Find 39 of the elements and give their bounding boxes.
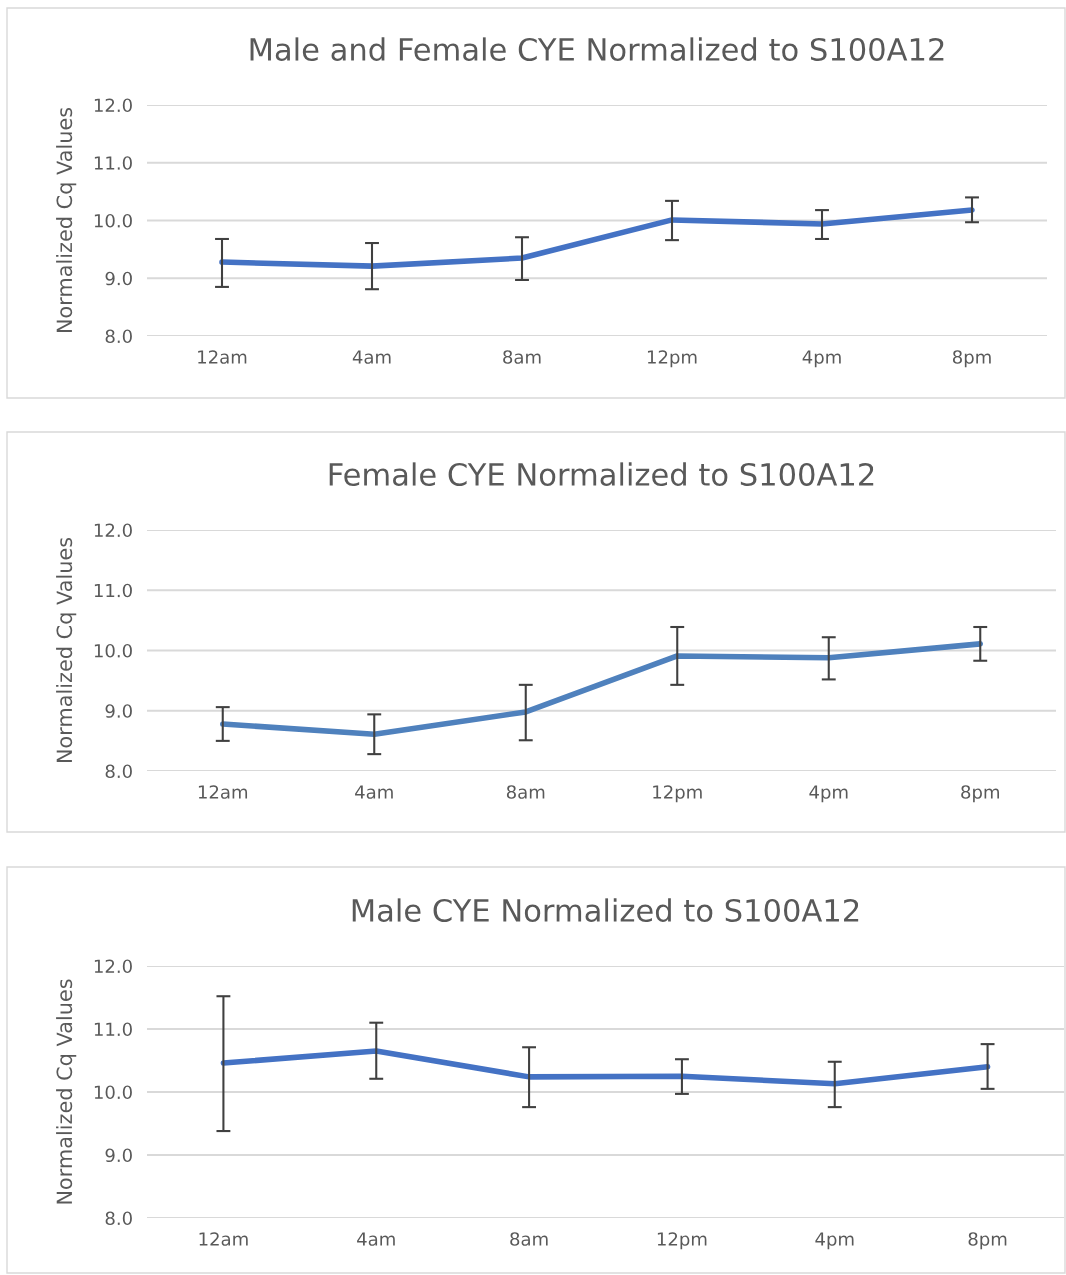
y-tick-label: 10.0	[94, 643, 132, 658]
y-tick-label: 8.0	[105, 1211, 132, 1226]
x-tick-label: 4am	[357, 1232, 395, 1246]
y-axis-title: Normalized Cq Values	[56, 537, 77, 763]
x-tick-label: 12am	[199, 1232, 248, 1246]
y-tick-label: 10.0	[94, 213, 132, 228]
y-tick-label: 9.0	[105, 1148, 132, 1163]
x-tick-label: 12pm	[647, 350, 697, 368]
y-tick-label: 10.0	[94, 1085, 132, 1100]
x-tick-label: 4am	[355, 785, 393, 799]
y-tick-label: 11.0	[94, 583, 132, 598]
chart-title: Male CYE Normalized to S100A12	[352, 898, 859, 922]
x-tick-label: 4am	[352, 350, 391, 364]
chart-title: Male and Female CYE Normalized to S100A12	[250, 37, 944, 61]
x-tick-label: 8am	[503, 350, 541, 364]
y-axis-title: Normalized Cq Values	[56, 979, 77, 1204]
chart-title: Female CYE Normalized to S100A12	[329, 462, 874, 486]
y-axis-title: Normalized Cq Values	[56, 107, 77, 333]
x-tick-label: 4pm	[815, 1232, 854, 1250]
x-tick-label: 12am	[198, 350, 247, 364]
x-tick-label: 8pm	[952, 350, 991, 368]
x-tick-label: 12am	[198, 785, 248, 799]
x-tick-label: 12pm	[657, 1232, 707, 1250]
y-tick-label: 11.0	[94, 156, 132, 170]
y-tick-label: 11.0	[94, 1022, 132, 1037]
x-tick-label: 4pm	[809, 785, 848, 803]
x-tick-label: 8am	[506, 785, 545, 799]
y-tick-label: 12.0	[94, 959, 132, 974]
y-tick-label: 8.0	[105, 329, 132, 344]
y-tick-label: 9.0	[105, 704, 132, 718]
x-tick-label: 8am	[510, 1232, 548, 1246]
y-tick-label: 9.0	[105, 271, 132, 286]
y-tick-label: 12.0	[94, 98, 132, 113]
x-tick-label: 12pm	[653, 785, 702, 803]
x-tick-label: 4pm	[802, 350, 841, 368]
y-tick-label: 12.0	[94, 523, 132, 538]
x-tick-label: 8pm	[968, 1232, 1007, 1250]
x-tick-label: 8pm	[961, 785, 999, 803]
y-tick-label: 8.0	[105, 764, 132, 779]
